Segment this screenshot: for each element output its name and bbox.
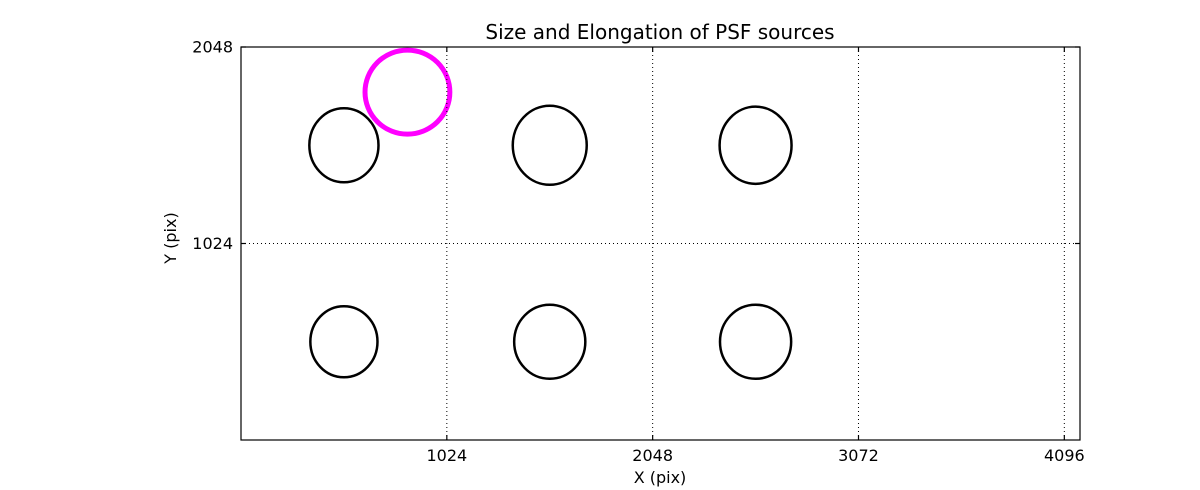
psf-sources-4 [512,303,587,381]
psf-sources-1 [511,104,588,187]
axis-tick-layer [241,46,1080,440]
x-tick-label-2048: 2048 [632,446,673,465]
psf-sources-3 [309,304,379,379]
gridline-layer [241,46,1080,440]
x-tick-label-4096: 4096 [1044,446,1085,465]
psf-sources-5 [718,303,793,381]
y-axis-label: Y (pix) [161,212,180,264]
tick-label-layer: 1024 2048 3072 4096 1024 2048 [192,38,1084,466]
psf-sources-2 [718,105,793,186]
x-axis-label: X (pix) [634,468,687,487]
x-tick-label-3072: 3072 [838,446,879,465]
x-tick-label-1024: 1024 [426,446,467,465]
y-tick-label-2048: 2048 [192,38,233,57]
highlighted-psf-source-0 [362,47,453,137]
psf-sources-0 [308,106,380,184]
psf-ellipse-layer [308,47,793,381]
chart-title: Size and Elongation of PSF sources [485,20,834,44]
y-tick-label-1024: 1024 [192,234,233,253]
